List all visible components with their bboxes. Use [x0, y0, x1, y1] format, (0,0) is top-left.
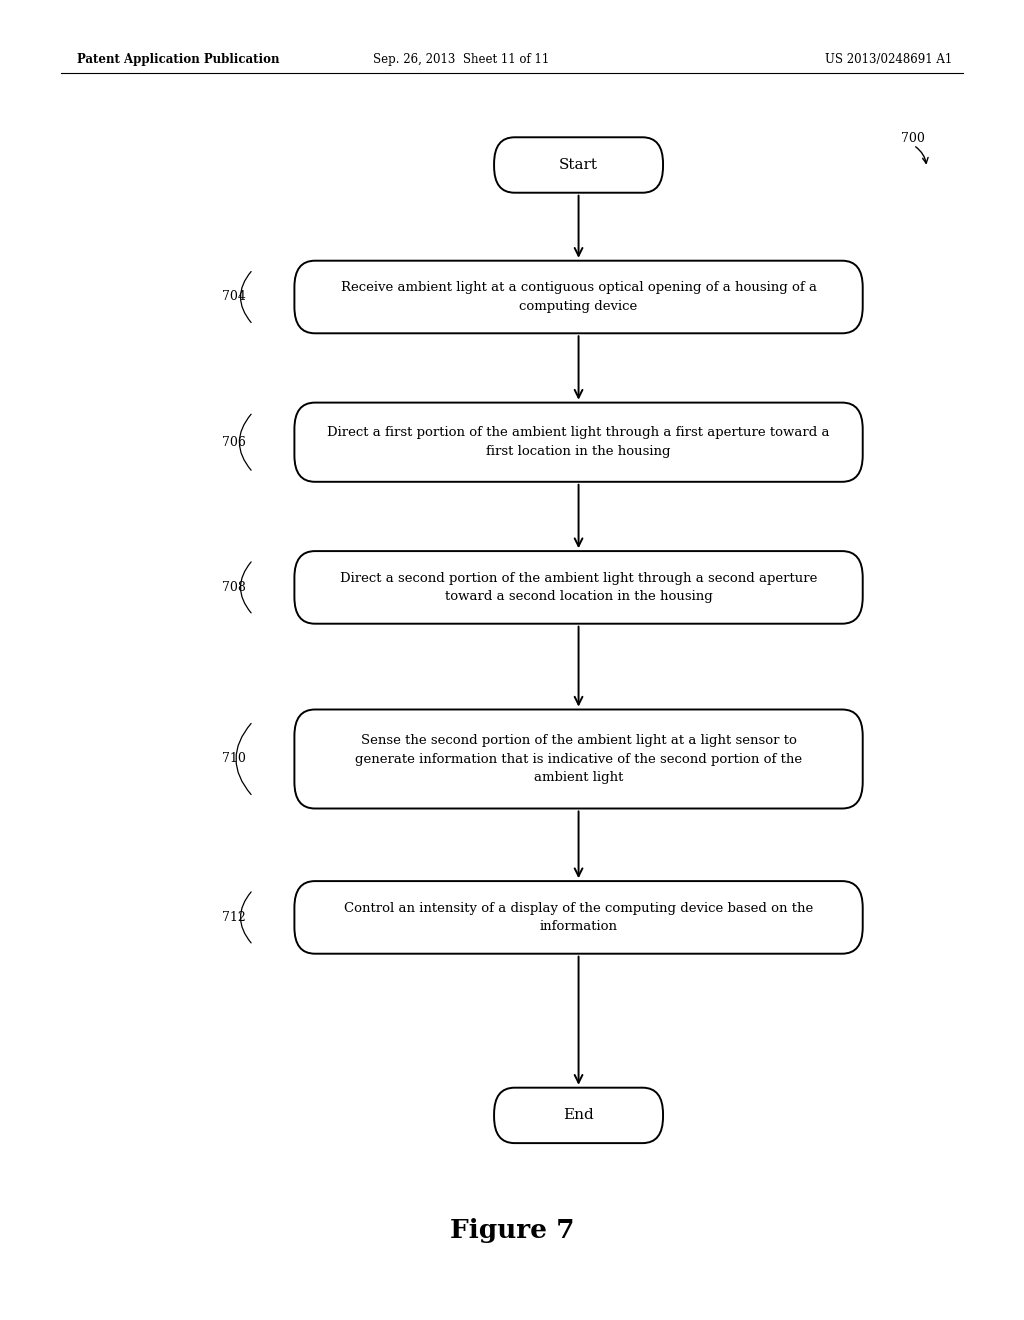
Text: Direct a first portion of the ambient light through a first aperture toward a
fi: Direct a first portion of the ambient li… — [328, 426, 829, 458]
Text: Sense the second portion of the ambient light at a light sensor to
generate info: Sense the second portion of the ambient … — [355, 734, 802, 784]
FancyBboxPatch shape — [494, 137, 664, 193]
Text: Patent Application Publication: Patent Application Publication — [77, 53, 280, 66]
Text: US 2013/0248691 A1: US 2013/0248691 A1 — [825, 53, 952, 66]
FancyBboxPatch shape — [494, 1088, 664, 1143]
FancyBboxPatch shape — [294, 710, 862, 808]
Text: End: End — [563, 1109, 594, 1122]
Text: 708: 708 — [222, 581, 246, 594]
Text: 706: 706 — [222, 436, 246, 449]
Text: Figure 7: Figure 7 — [450, 1218, 574, 1242]
FancyBboxPatch shape — [294, 882, 862, 953]
Text: Direct a second portion of the ambient light through a second aperture
toward a : Direct a second portion of the ambient l… — [340, 572, 817, 603]
Text: Control an intensity of a display of the computing device based on the
informati: Control an intensity of a display of the… — [344, 902, 813, 933]
Text: 704: 704 — [222, 290, 246, 304]
FancyBboxPatch shape — [294, 403, 862, 482]
Text: 700: 700 — [901, 132, 925, 145]
Text: Start: Start — [559, 158, 598, 172]
FancyBboxPatch shape — [294, 260, 862, 333]
Text: Receive ambient light at a contiguous optical opening of a housing of a
computin: Receive ambient light at a contiguous op… — [341, 281, 816, 313]
Text: 710: 710 — [222, 752, 246, 766]
Text: Sep. 26, 2013  Sheet 11 of 11: Sep. 26, 2013 Sheet 11 of 11 — [373, 53, 549, 66]
FancyBboxPatch shape — [294, 550, 862, 623]
Text: 712: 712 — [222, 911, 246, 924]
